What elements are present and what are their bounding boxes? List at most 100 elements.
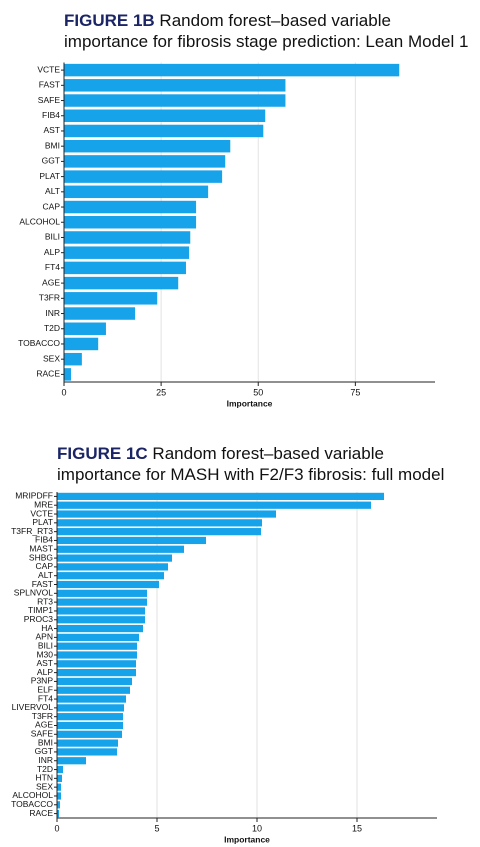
y-tick-label: APN: [36, 632, 53, 642]
y-tick-label: AGE: [42, 277, 60, 287]
y-tick-label: VCTE: [30, 508, 53, 518]
bar: [64, 155, 226, 168]
bar: [57, 598, 147, 606]
bar: [57, 589, 147, 597]
bar: [57, 721, 123, 730]
title-line: importance for MASH with F2/F3 fibrosis:…: [57, 465, 444, 484]
x-tick-label: 10: [252, 823, 262, 833]
bar: [57, 492, 384, 501]
bar: [57, 572, 164, 580]
title-line: importance for fibrosis stage prediction…: [64, 32, 468, 51]
bar: [57, 748, 117, 756]
y-tick-label: FAST: [32, 579, 53, 589]
y-tick-label: TIMP1: [28, 605, 53, 615]
y-tick-label: INR: [38, 755, 53, 765]
bar: [57, 704, 124, 712]
bar: [57, 765, 63, 774]
y-tick-label: PLAT: [32, 517, 53, 527]
bar: [57, 554, 172, 562]
y-tick-label: HTN: [36, 773, 53, 783]
y-tick-label: LIVERVOL: [12, 702, 54, 712]
bar: [57, 660, 136, 668]
bar: [57, 677, 132, 686]
y-tick-label: VCTE: [37, 64, 60, 74]
y-tick-label: SAFE: [38, 95, 61, 105]
bar: [64, 322, 106, 335]
y-tick-label: ALP: [44, 247, 60, 257]
y-tick-label: MRE: [34, 499, 53, 509]
bar: [57, 607, 145, 615]
bar: [57, 536, 206, 545]
chart: FIGURE 1C Random forest–based variable im…: [11, 444, 444, 844]
y-tick-label: FAST: [39, 80, 60, 90]
y-tick-label: BMI: [45, 140, 60, 150]
x-tick-label: 25: [156, 387, 166, 397]
y-tick-label: BMI: [38, 737, 53, 747]
bar: [64, 63, 400, 77]
bar: [57, 774, 62, 782]
y-tick-label: SEX: [43, 353, 60, 363]
bar: [57, 519, 262, 527]
bar: [64, 139, 231, 153]
bar: [64, 216, 197, 229]
bar: [64, 368, 71, 381]
y-tick-label: SAFE: [31, 729, 54, 739]
y-tick-label: FT4: [45, 262, 60, 272]
y-tick-label: FIB4: [42, 110, 60, 120]
y-tick-label: T2D: [37, 764, 53, 774]
bar: [64, 170, 223, 183]
y-tick-label: MAST: [29, 544, 53, 554]
y-tick-label: ALP: [37, 667, 53, 677]
y-tick-label: M30: [36, 649, 53, 659]
y-tick-label: PROC3: [24, 614, 54, 624]
y-tick-label: ALCOHOL: [12, 790, 53, 800]
bar: [57, 809, 59, 818]
chart-title: FIGURE 1C Random forest–based variable im…: [57, 444, 444, 484]
y-tick-label: HA: [41, 623, 53, 633]
bar: [64, 292, 158, 305]
bar: [57, 616, 145, 624]
bar: [64, 200, 197, 214]
y-tick-label: CAP: [43, 201, 61, 211]
bar: [64, 185, 209, 199]
y-tick-label: T3FR_RT3: [11, 526, 53, 536]
bar: [64, 109, 266, 122]
bar: [57, 783, 61, 791]
bar: [57, 510, 276, 518]
bar: [57, 757, 86, 765]
bar: [57, 563, 168, 571]
bar: [57, 792, 61, 800]
title-line: Random forest–based variable: [159, 11, 391, 30]
y-tick-label: AST: [43, 125, 60, 135]
x-tick-label: 5: [154, 823, 159, 833]
bar: [57, 730, 122, 738]
bar: [64, 79, 286, 92]
bar: [57, 642, 137, 650]
bar: [57, 545, 184, 553]
y-tick-label: T3FR: [32, 711, 53, 721]
y-tick-label: T3FR: [39, 293, 60, 303]
y-tick-label: GGT: [42, 156, 60, 166]
y-tick-label: CAP: [36, 561, 54, 571]
bar: [57, 651, 137, 659]
x-tick-label: 0: [61, 387, 66, 397]
y-tick-label: SEX: [36, 781, 53, 791]
bar: [57, 713, 123, 721]
y-tick-label: FT4: [38, 693, 53, 703]
y-tick-label: TOBACCO: [11, 799, 53, 809]
bar: [64, 352, 82, 366]
bar: [57, 501, 371, 509]
x-tick-label: 50: [253, 387, 263, 397]
bar: [64, 94, 286, 107]
bar: [57, 686, 130, 694]
bar: [57, 580, 159, 589]
bar: [57, 669, 136, 677]
x-tick-label: 15: [352, 823, 362, 833]
y-tick-label: FIB4: [35, 535, 53, 545]
bar: [64, 337, 99, 351]
y-tick-label: RT3: [37, 596, 53, 606]
chart-title: FIGURE 1B Random forest–based variable im…: [64, 11, 468, 51]
x-tick-label: 75: [350, 387, 360, 397]
bar: [57, 739, 118, 747]
title-label: FIGURE 1B: [64, 11, 155, 30]
